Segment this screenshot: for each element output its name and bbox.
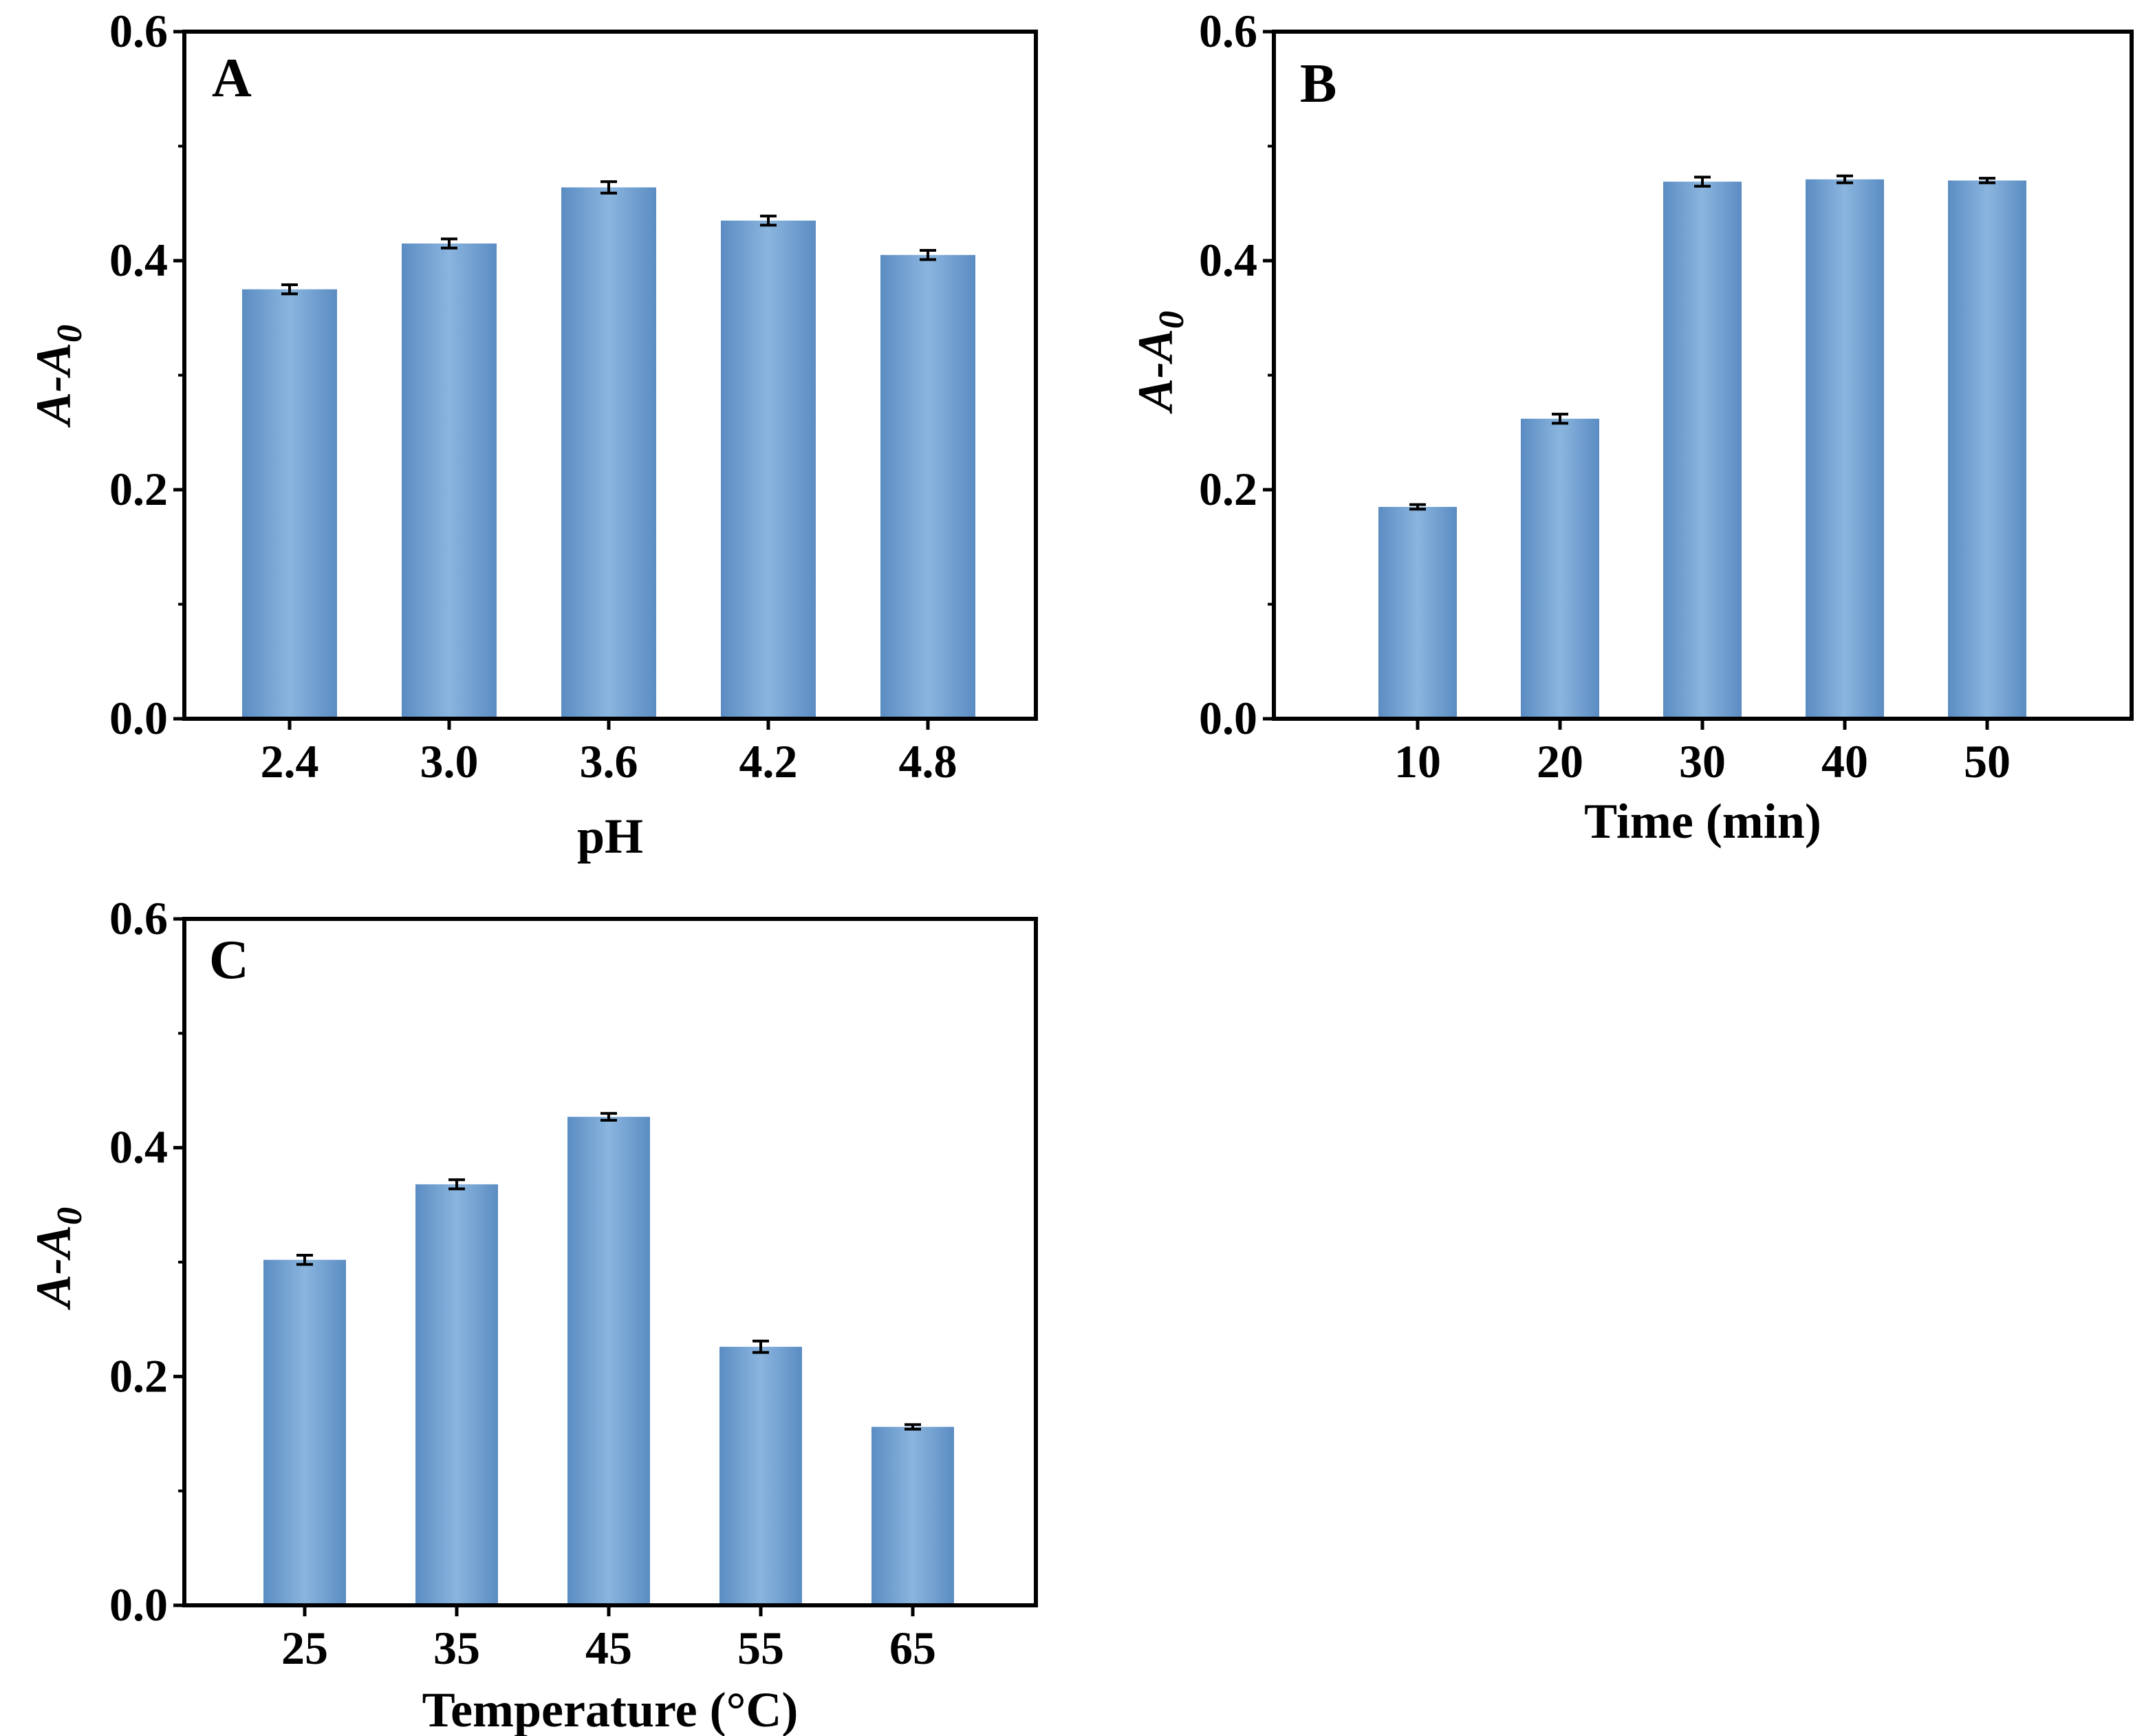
panel-c-ytick-label: 0.2 <box>109 1349 168 1402</box>
panel-c-letter: C <box>209 930 249 990</box>
panel-a-ytick-label: 0.0 <box>109 692 168 744</box>
panel-a-letter: A <box>212 48 252 109</box>
panel-c-ytick-label: 0.4 <box>109 1121 168 1173</box>
panel-a-ytick-label: 0.4 <box>109 234 168 286</box>
panel-b-ytick-label: 0.0 <box>1199 692 1257 744</box>
panel-c-xtick-label: 55 <box>737 1622 784 1674</box>
panel-b-ytick-label: 0.6 <box>1199 5 1257 57</box>
panel-c-y-axis-title: A-A0 <box>26 1207 89 1310</box>
panel-a-y-axis-title-sub: 0 <box>50 325 89 343</box>
panel-b-xtick-label: 40 <box>1821 735 1868 788</box>
panel-b-error-bar-10 <box>1409 503 1426 511</box>
panel-c-x-axis-title: Temperature (°C) <box>422 1682 799 1736</box>
panel-c-xtick-label: 35 <box>433 1622 480 1674</box>
panel-b-xtick-label: 30 <box>1679 735 1726 788</box>
panel-c-bar-55 <box>719 1347 802 1605</box>
panel-b-xtick-label: 20 <box>1537 735 1583 788</box>
chart-panels: 0.00.20.40.62.4 3.0 3.6 4.2 4.8ApHA-A00.00.2… <box>26 5 2134 1736</box>
panel-c-chart: 0.0 0.2 0.4 0.6 25 35 45 55 65 C Temperature (°C) A… <box>26 892 1038 1736</box>
panel-c-y-axis-title-sub: 0 <box>50 1207 89 1225</box>
panel-b-xtick-label: 50 <box>1964 735 2011 788</box>
panel-c-ytick-label: 0.6 <box>109 892 168 944</box>
panel-c-bar-25 <box>263 1259 346 1605</box>
panel-b-letter: B <box>1300 54 1336 114</box>
panel-a-bar-4.2 <box>721 220 816 719</box>
panel-a-y-axis-title: A-A0 <box>26 325 89 428</box>
panel-b-bar-20 <box>1521 418 1599 719</box>
panel-c-bar-65 <box>871 1426 954 1605</box>
panel-c-xtick-label: 45 <box>585 1622 632 1674</box>
panel-a-xtick-label: 3.0 <box>420 735 479 788</box>
panel-a-chart: 0.0 0.2 0.4 0.6 2.4 3.0 3.6 4.2 4.8 ApH A-A0 <box>26 5 1038 864</box>
panel-a-bar-2.4 <box>242 289 337 719</box>
panel-b-bar-50 <box>1948 180 2026 719</box>
panel-a-error-bar-4.8 <box>920 249 936 261</box>
panel-b-bar-40 <box>1806 179 1884 719</box>
panel-a-error-bar-4.2 <box>760 215 777 227</box>
panel-b-bar-10 <box>1378 506 1457 719</box>
panel-c-ytick-label: 0.0 <box>109 1578 168 1631</box>
panel-b-y-axis-title: A-A0 <box>1128 311 1191 414</box>
panel-a-xtick-label: 2.4 <box>261 735 319 788</box>
panel-c-error-bar-55 <box>752 1339 769 1354</box>
panel-b-chart: 0.0 0.2 0.4 0.6 10 20 30 40 50 B Time (min) A-A0 <box>1128 5 2134 849</box>
panel-b-y-axis-title-main: A-A <box>1128 329 1183 414</box>
panel-b-y-axis-title-sub: 0 <box>1152 311 1191 329</box>
panel-c-error-bar-65 <box>905 1423 921 1431</box>
panel-c-xtick-label: 25 <box>281 1622 328 1674</box>
panel-c-bar-35 <box>415 1184 498 1605</box>
panel-a-xtick-label: 4.2 <box>739 735 798 788</box>
panel-b-xtick-label: 10 <box>1394 735 1441 788</box>
panel-a-ytick-label: 0.2 <box>109 463 168 515</box>
panel-b-ytick-label: 0.4 <box>1199 234 1257 286</box>
panel-a-xtick-label: 4.8 <box>899 735 957 788</box>
panel-a-y-axis-title-main: A-A <box>26 343 81 428</box>
panel-a-error-bar-3.6 <box>600 180 617 195</box>
panel-c-y-axis-title-main: A-A <box>26 1225 81 1310</box>
panel-b-bar-30 <box>1663 182 1742 719</box>
panel-c-bar-45 <box>567 1116 650 1605</box>
panel-a-error-bar-2.4 <box>281 283 298 296</box>
panel-c-xtick-label: 65 <box>889 1622 936 1674</box>
panel-b-error-bar-40 <box>1837 174 1853 184</box>
panel-c-error-bar-35 <box>448 1178 465 1191</box>
panel-a-ytick-label: 0.6 <box>109 5 168 57</box>
panel-a-error-bar-3.0 <box>441 237 457 250</box>
panel-b-error-bar-50 <box>1979 177 1995 184</box>
panel-b-ytick-label: 0.2 <box>1199 463 1257 515</box>
panel-b-x-axis-title: Time (min) <box>1584 794 1821 849</box>
panel-b-error-bar-30 <box>1694 175 1711 188</box>
panel-a-x-axis-title: pH <box>577 809 643 864</box>
panel-a-bar-3.6 <box>561 187 656 719</box>
panel-c-error-bar-25 <box>296 1254 313 1266</box>
panel-c-error-bar-45 <box>600 1111 617 1122</box>
panel-b-error-bar-20 <box>1552 413 1568 425</box>
panel-a-xtick-label: 3.6 <box>580 735 638 788</box>
panel-a-bar-4.8 <box>880 254 975 719</box>
panel-a-bar-3.0 <box>402 243 497 719</box>
